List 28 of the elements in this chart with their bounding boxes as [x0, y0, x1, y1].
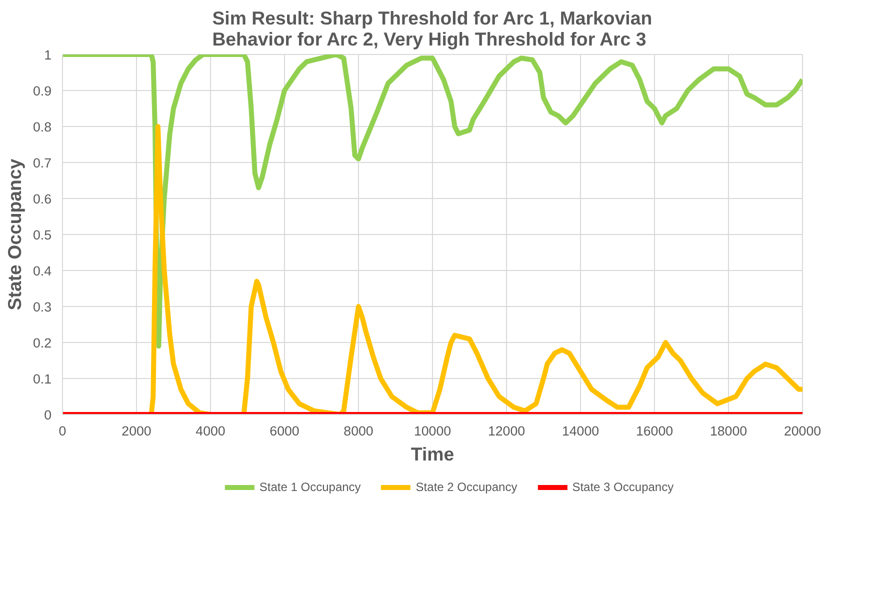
- y-tick-label: 0.5: [32, 228, 52, 242]
- y-tick-label: 0.2: [32, 336, 52, 350]
- x-axis-title: Time: [410, 444, 454, 464]
- y-tick-label: 0.6: [32, 192, 52, 206]
- x-tick-label: 16000: [636, 424, 674, 438]
- x-tick-label: 10000: [414, 424, 452, 438]
- y-tick-label: 0: [44, 408, 52, 422]
- y-tick-label: 1: [44, 48, 52, 62]
- chart-title: Sim Result: Sharp Threshold for Arc 1, Markovian Behavior for Arc 2, Very High Threshold for Arc 3: [212, 8, 652, 50]
- y-tick-label: 0.7: [32, 156, 52, 170]
- y-tick-label: 0.1: [32, 372, 52, 386]
- x-tick-label: 14000: [562, 424, 600, 438]
- x-tick-label: 0: [58, 424, 66, 438]
- y-tick-label: 0.3: [32, 300, 52, 314]
- x-tick-label: 8000: [344, 424, 374, 438]
- legend-label: State 1 Occupancy: [259, 480, 361, 494]
- x-tick-label: 18000: [710, 424, 748, 438]
- x-tick-label: 12000: [488, 424, 526, 438]
- x-tick-label: 2000: [122, 424, 152, 438]
- x-tick-label: 4000: [196, 424, 226, 438]
- y-tick-label: 0.4: [32, 264, 52, 278]
- legend-label: State 2 Occupancy: [416, 480, 518, 494]
- y-tick-label: 0.9: [32, 84, 52, 98]
- y-axis-title: State Occupancy: [4, 158, 25, 310]
- x-tick-label: 6000: [270, 424, 300, 438]
- y-tick-label: 0.8: [32, 120, 52, 134]
- legend-label: State 3 Occupancy: [572, 480, 674, 494]
- x-tick-label: 20000: [784, 424, 822, 438]
